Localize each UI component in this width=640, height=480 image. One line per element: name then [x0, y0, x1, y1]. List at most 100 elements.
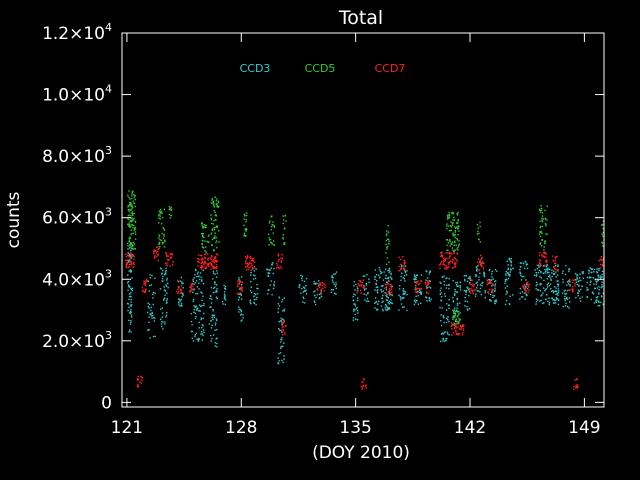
data-point [443, 280, 445, 283]
data-point [366, 300, 368, 303]
data-point [449, 240, 451, 243]
data-point [134, 195, 136, 197]
data-point [238, 311, 240, 313]
data-point [324, 284, 326, 286]
data-point [353, 293, 355, 295]
data-point [448, 299, 450, 301]
data-point [476, 281, 478, 283]
data-point [496, 270, 498, 272]
data-point [554, 300, 556, 302]
data-point [201, 257, 204, 259]
data-point [129, 254, 132, 257]
data-point [455, 258, 457, 261]
data-point [480, 263, 482, 265]
data-point [415, 295, 417, 297]
data-point [224, 299, 227, 301]
data-point [192, 291, 194, 294]
data-point [456, 222, 458, 225]
data-point [525, 289, 527, 292]
data-point [541, 215, 544, 217]
data-point [448, 307, 450, 310]
data-point [415, 282, 417, 284]
data-point [374, 289, 376, 291]
data-point [558, 290, 560, 292]
data-point [134, 226, 136, 228]
data-point [477, 227, 479, 229]
data-point [318, 293, 321, 296]
data-point [180, 289, 182, 291]
data-point [452, 279, 454, 282]
data-point [592, 291, 594, 293]
data-point [368, 278, 370, 280]
data-point [456, 307, 458, 309]
data-point [137, 378, 139, 380]
data-point [375, 301, 378, 303]
data-point [211, 228, 214, 230]
data-point [154, 292, 156, 294]
data-point [588, 277, 591, 279]
data-point [182, 292, 184, 295]
data-point [277, 255, 280, 257]
data-point [201, 242, 203, 245]
data-point [566, 298, 569, 300]
data-point [487, 291, 489, 294]
data-point [161, 277, 164, 280]
data-point [544, 264, 546, 266]
data-point [544, 290, 546, 292]
data-point [134, 221, 137, 223]
data-point [131, 195, 133, 197]
data-point [376, 280, 378, 282]
data-point [133, 197, 135, 199]
data-point [131, 191, 134, 194]
data-point [442, 316, 445, 318]
data-point [142, 289, 144, 291]
data-point [443, 332, 446, 334]
data-point [420, 274, 423, 276]
data-point [447, 283, 450, 286]
data-point [457, 211, 459, 214]
data-point [127, 254, 129, 256]
data-point [520, 262, 523, 264]
data-point [508, 257, 510, 260]
data-point [505, 293, 507, 295]
data-point [386, 306, 389, 308]
data-point [162, 275, 164, 278]
data-point [462, 332, 464, 334]
data-point [600, 263, 602, 266]
data-point [210, 320, 212, 322]
data-point [374, 276, 376, 278]
data-point [447, 218, 449, 220]
data-point [557, 292, 560, 294]
data-point [451, 258, 454, 261]
data-point [152, 314, 154, 317]
data-point [506, 279, 508, 281]
data-point [211, 314, 213, 316]
data-point [273, 267, 275, 270]
data-point [568, 297, 571, 299]
data-point [451, 212, 453, 214]
data-point [161, 280, 163, 282]
data-point [576, 278, 579, 280]
data-point [281, 339, 283, 341]
data-point [130, 301, 132, 303]
data-point [216, 346, 218, 348]
data-point [440, 262, 442, 264]
data-point [384, 307, 386, 309]
data-point [277, 308, 280, 310]
data-point [202, 269, 204, 272]
data-point [214, 260, 216, 262]
data-point [459, 287, 461, 289]
data-point [129, 329, 131, 331]
data-point [386, 233, 388, 235]
data-point [552, 299, 554, 301]
data-point [454, 327, 456, 329]
data-point [425, 285, 428, 287]
data-point [202, 329, 205, 331]
data-point [406, 270, 408, 272]
data-point [215, 253, 218, 255]
data-point [555, 263, 557, 265]
data-point [426, 280, 428, 282]
data-point [359, 285, 361, 287]
data-point [212, 237, 215, 239]
data-point [385, 287, 388, 289]
